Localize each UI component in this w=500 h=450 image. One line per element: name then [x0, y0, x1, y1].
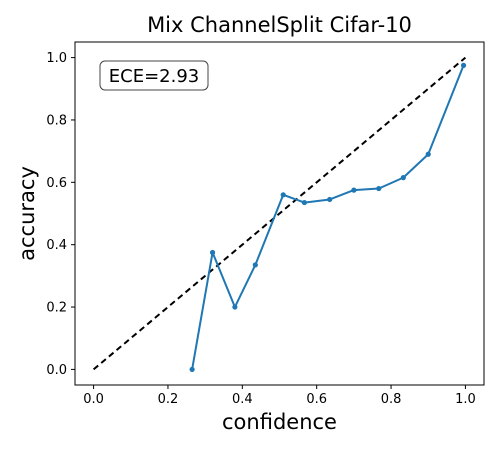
x-tick-label: 1.0	[455, 392, 476, 407]
data-point	[280, 192, 286, 198]
reference-diagonal-line	[92, 56, 467, 371]
x-tick-label: 0.4	[232, 392, 253, 407]
data-point	[327, 196, 333, 203]
data-point	[376, 185, 382, 192]
x-tick-label: 0.8	[381, 392, 402, 407]
ece-annotation: ECE=2.93	[109, 66, 199, 87]
data-point	[425, 151, 431, 157]
y-tick-label: 0.2	[46, 301, 67, 316]
y-tick-label: 1.0	[46, 51, 67, 66]
ece-annotation-box	[99, 60, 209, 91]
data-point	[301, 199, 308, 206]
x-tick-label: 0.2	[158, 392, 179, 407]
data-point	[351, 187, 357, 193]
axes-frame	[74, 41, 485, 386]
y-tick-label: 0.0	[46, 363, 67, 378]
x-tick-label: 0.6	[306, 392, 327, 407]
chart-title: Mix ChannelSplit Cifar-10	[147, 13, 412, 37]
plot-area: 0.0 0.2 0.4 0.6 0.8 1.0 0.0 0.2 0.4 0.6 0.8 1.0 ECE=…	[46, 41, 485, 407]
y-tick-label: 0.6	[46, 176, 67, 191]
data-point	[460, 62, 467, 68]
y-axis-label: accuracy	[15, 166, 39, 261]
data-point	[400, 175, 406, 181]
y-tick-label: 0.8	[46, 113, 67, 128]
data-point	[232, 304, 238, 310]
data-point	[209, 249, 216, 256]
data-point	[252, 262, 258, 268]
data-point	[189, 366, 195, 373]
y-tick-label: 0.4	[46, 238, 67, 253]
x-tick-label: 0.0	[83, 392, 104, 407]
x-axis-label: confidence	[222, 410, 337, 434]
series-line	[191, 65, 465, 370]
